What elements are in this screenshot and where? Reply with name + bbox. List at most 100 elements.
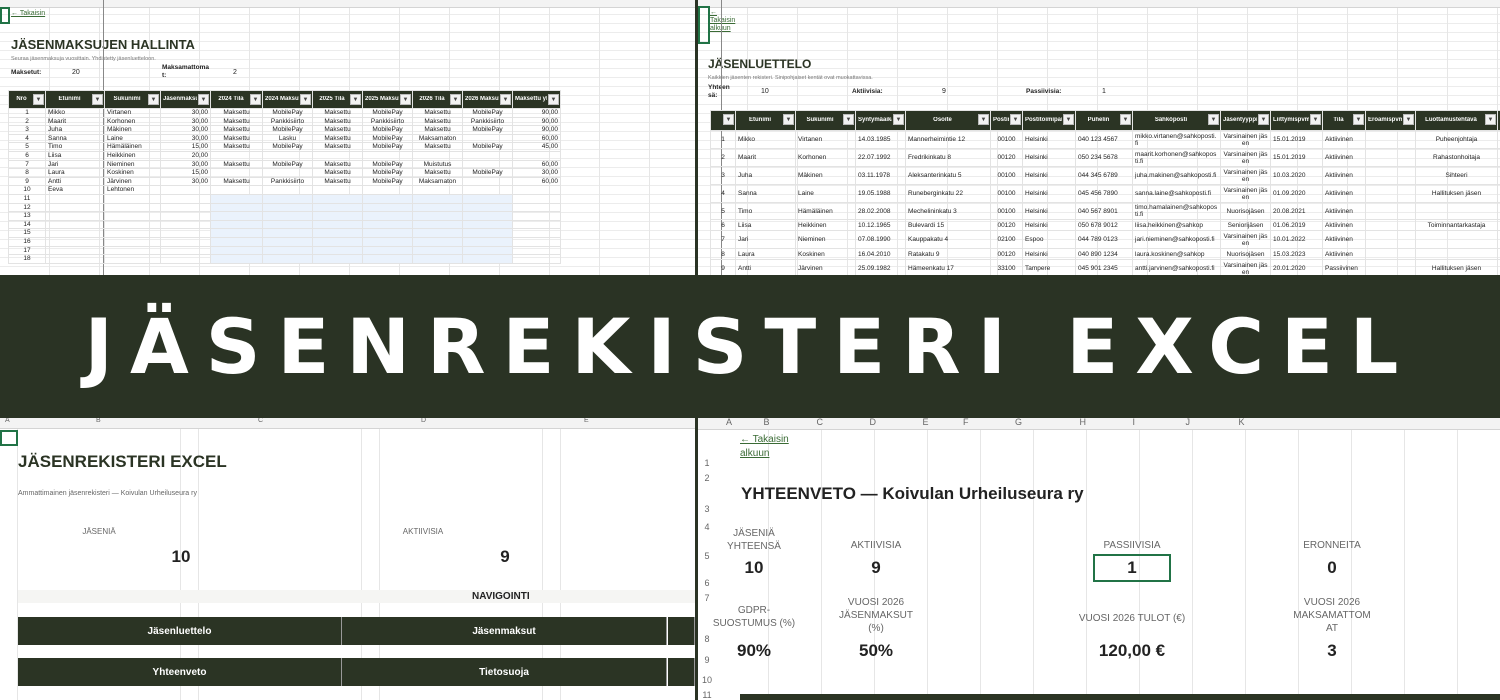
table-cell[interactable]: Maksettu bbox=[210, 159, 263, 170]
table-cell[interactable]: 2 bbox=[8, 116, 46, 127]
table-cell[interactable]: timo.hamalainen@sahkoposti.fi bbox=[1132, 202, 1221, 220]
table-cell[interactable]: Maksettu bbox=[210, 125, 263, 135]
table-cell[interactable]: 30,00 bbox=[160, 176, 211, 187]
table-cell[interactable]: Maarit bbox=[735, 148, 796, 167]
table-cell[interactable] bbox=[362, 202, 413, 213]
table-cell[interactable]: Runeberginkatu 22 bbox=[905, 184, 991, 203]
table-cell[interactable]: Maarit bbox=[45, 116, 105, 127]
col-header[interactable]: A bbox=[726, 418, 733, 427]
filter-dropdown-icon[interactable]: ▼ bbox=[548, 94, 559, 105]
table-cell[interactable]: 045 901 2345 bbox=[1075, 259, 1133, 275]
table-cell[interactable] bbox=[512, 211, 561, 221]
table-cell[interactable]: 040 567 8901 bbox=[1075, 202, 1133, 220]
table-cell[interactable]: 5 bbox=[710, 202, 736, 220]
table-cell[interactable]: Korhonen bbox=[104, 116, 161, 127]
table-cell[interactable] bbox=[462, 236, 513, 247]
table-cell[interactable]: Helsinki bbox=[1022, 166, 1076, 185]
table-cell[interactable]: Maksettu bbox=[210, 116, 263, 127]
table-cell[interactable]: Ratakatu 9 bbox=[905, 248, 991, 260]
filter-dropdown-icon[interactable]: ▼ bbox=[843, 114, 854, 125]
table-cell[interactable] bbox=[210, 193, 263, 204]
table-cell[interactable]: Helsinki bbox=[1022, 219, 1076, 231]
column-header[interactable]: Liittymispvm ▼ bbox=[1270, 110, 1323, 131]
table-cell[interactable]: Maksettu bbox=[312, 168, 363, 178]
col-header[interactable]: G bbox=[1015, 418, 1023, 427]
table-cell[interactable]: 1 bbox=[8, 108, 46, 118]
table-cell[interactable]: 20.08.2021 bbox=[1270, 202, 1323, 220]
table-cell[interactable] bbox=[45, 193, 105, 204]
table-cell[interactable]: 5 bbox=[8, 142, 46, 152]
column-header[interactable]: 2025 Maksutapa▼ bbox=[362, 90, 413, 109]
table-cell[interactable]: 03.11.1978 bbox=[855, 166, 906, 185]
table-cell[interactable]: Laine bbox=[795, 184, 856, 203]
column-header[interactable]: GDPR suostumus▼ bbox=[1497, 110, 1500, 131]
table-cell[interactable]: 00100 bbox=[990, 184, 1023, 203]
table-cell[interactable]: 10.01.2022 bbox=[1270, 230, 1323, 249]
filter-dropdown-icon[interactable]: ▼ bbox=[300, 94, 311, 105]
table-cell[interactable] bbox=[104, 228, 161, 238]
table-cell[interactable]: 14.03.1985 bbox=[855, 130, 906, 149]
table-cell[interactable]: MobilePay bbox=[462, 168, 513, 178]
table-cell[interactable] bbox=[262, 168, 313, 178]
table-cell[interactable]: Varsinainen jäsen bbox=[1220, 130, 1271, 149]
table-cell[interactable] bbox=[412, 185, 463, 195]
column-header[interactable]: Maksettu yhteensä▼ bbox=[512, 90, 561, 109]
table-cell[interactable] bbox=[512, 254, 561, 264]
table-cell[interactable]: Timo bbox=[45, 142, 105, 152]
table-cell[interactable]: Eeva bbox=[45, 185, 105, 195]
table-cell[interactable]: Maksettu bbox=[210, 133, 263, 144]
table-cell[interactable]: 60,00 bbox=[512, 159, 561, 170]
table-cell[interactable]: 3 bbox=[710, 166, 736, 185]
table-cell[interactable] bbox=[45, 219, 105, 230]
table-cell[interactable]: 00100 bbox=[990, 202, 1023, 220]
table-cell[interactable]: MobilePay bbox=[262, 142, 313, 152]
table-cell[interactable] bbox=[462, 185, 513, 195]
table-cell[interactable] bbox=[262, 193, 313, 204]
nav-summary-button[interactable]: Yhteenveto bbox=[18, 658, 342, 686]
table-cell[interactable] bbox=[104, 219, 161, 230]
table-cell[interactable] bbox=[210, 254, 263, 264]
table-cell[interactable]: MobilePay bbox=[362, 108, 413, 118]
row-header[interactable]: 3 bbox=[704, 504, 710, 514]
table-cell[interactable] bbox=[160, 245, 211, 256]
table-cell[interactable] bbox=[462, 211, 513, 221]
table-cell[interactable]: Järvinen bbox=[104, 176, 161, 187]
table-cell[interactable]: Mäkinen bbox=[104, 125, 161, 135]
table-cell[interactable] bbox=[462, 245, 513, 256]
table-cell[interactable]: Maksettu bbox=[312, 133, 363, 144]
table-cell[interactable]: MobilePay bbox=[362, 168, 413, 178]
table-cell[interactable] bbox=[210, 211, 263, 221]
column-header[interactable]: 2026 Maksutapa▼ bbox=[462, 90, 513, 109]
table-cell[interactable]: 050 678 9012 bbox=[1075, 219, 1133, 231]
table-cell[interactable] bbox=[462, 254, 513, 264]
table-cell[interactable]: maarit.korhonen@sahkoposti.fi bbox=[1132, 148, 1221, 167]
filter-dropdown-icon[interactable]: ▼ bbox=[250, 94, 261, 105]
table-cell[interactable]: 10.03.2020 bbox=[1270, 166, 1323, 185]
table-cell[interactable]: Helsinki bbox=[1022, 148, 1076, 167]
table-cell[interactable]: juha.makinen@sahkoposti.fi bbox=[1132, 166, 1221, 185]
filter-dropdown-icon[interactable]: ▼ bbox=[1258, 114, 1269, 125]
selected-cell[interactable] bbox=[698, 6, 710, 44]
table-cell[interactable] bbox=[262, 202, 313, 213]
table-cell[interactable] bbox=[160, 219, 211, 230]
column-header[interactable]: Sukunimi ▼ bbox=[795, 110, 856, 131]
table-cell[interactable] bbox=[1365, 259, 1416, 275]
table-cell[interactable]: Pankkisiirto bbox=[462, 116, 513, 127]
table-cell[interactable]: 7 bbox=[8, 159, 46, 170]
table-cell[interactable]: 050 234 5678 bbox=[1075, 148, 1133, 167]
table-cell[interactable]: Lasku bbox=[262, 133, 313, 144]
table-cell[interactable] bbox=[160, 236, 211, 247]
table-cell[interactable]: Maksettu bbox=[210, 108, 263, 118]
table-cell[interactable]: 30,00 bbox=[512, 168, 561, 178]
table-cell[interactable]: Mannerheimintie 12 bbox=[905, 130, 991, 149]
table-cell[interactable]: Aktiivinen bbox=[1322, 166, 1366, 185]
table-cell[interactable]: 7 bbox=[710, 230, 736, 249]
column-header[interactable]: ▼ bbox=[710, 110, 736, 131]
filter-dropdown-icon[interactable]: ▼ bbox=[1310, 114, 1321, 125]
table-cell[interactable] bbox=[412, 228, 463, 238]
table-cell[interactable]: Seniorijäsen bbox=[1220, 219, 1271, 231]
table-cell[interactable] bbox=[312, 219, 363, 230]
table-cell[interactable] bbox=[412, 150, 463, 161]
filter-dropdown-icon[interactable]: ▼ bbox=[400, 94, 411, 105]
table-cell[interactable] bbox=[512, 185, 561, 195]
